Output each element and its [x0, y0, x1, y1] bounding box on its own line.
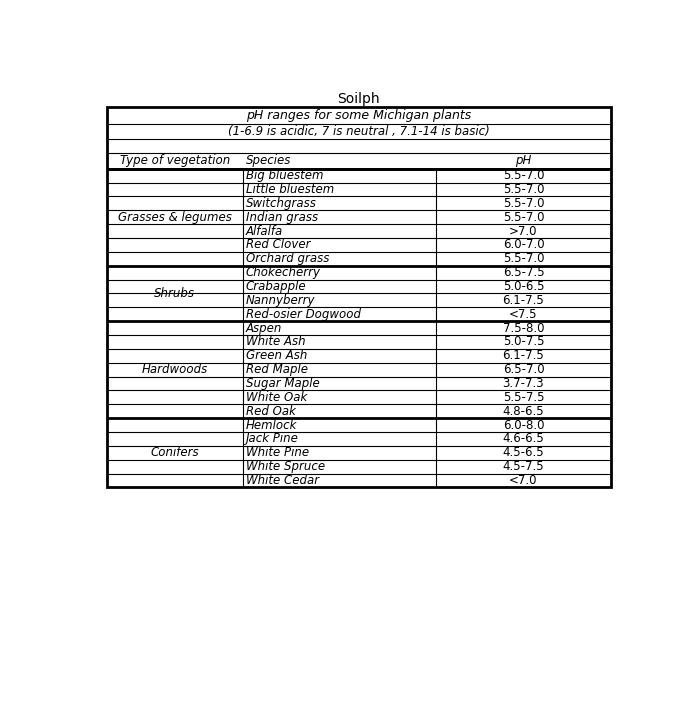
Text: 5.5-7.0: 5.5-7.0 [503, 252, 544, 265]
Text: Species: Species [246, 155, 291, 168]
Text: Indian grass: Indian grass [246, 211, 318, 224]
Text: 6.1-7.5: 6.1-7.5 [503, 294, 545, 307]
Text: 6.0-8.0: 6.0-8.0 [503, 418, 544, 431]
Text: 6.5-7.0: 6.5-7.0 [503, 363, 545, 376]
Text: 6.1-7.5: 6.1-7.5 [503, 349, 545, 362]
Text: 6.5-7.5: 6.5-7.5 [503, 266, 545, 279]
Text: Jack Pine: Jack Pine [246, 432, 298, 446]
Text: Shrubs: Shrubs [154, 287, 195, 300]
Text: 6.0-7.0: 6.0-7.0 [503, 239, 545, 252]
Text: >7.0: >7.0 [509, 224, 538, 237]
Text: Grasses & legumes: Grasses & legumes [118, 211, 232, 224]
Text: pH: pH [515, 155, 531, 168]
Text: White Cedar: White Cedar [246, 474, 318, 487]
Text: <7.0: <7.0 [509, 474, 538, 487]
Text: Little bluestem: Little bluestem [246, 183, 334, 196]
Text: Alfalfa: Alfalfa [246, 224, 283, 237]
Text: 5.0-6.5: 5.0-6.5 [503, 280, 544, 293]
Bar [107, 107, 610, 487]
Text: Aspen: Aspen [246, 321, 282, 334]
Text: Nannyberry: Nannyberry [246, 294, 315, 307]
Text: 5.5-7.0: 5.5-7.0 [503, 197, 544, 210]
Text: Green Ash: Green Ash [246, 349, 307, 362]
Text: White Spruce: White Spruce [246, 460, 325, 473]
Text: 5.5-7.0: 5.5-7.0 [503, 183, 544, 196]
Text: 5.5-7.5: 5.5-7.5 [503, 391, 544, 404]
Text: White Oak: White Oak [246, 391, 307, 404]
Text: Red Clover: Red Clover [246, 239, 310, 252]
Text: Hemlock: Hemlock [246, 418, 297, 431]
Text: Orchard grass: Orchard grass [246, 252, 329, 265]
Text: 4.5-7.5: 4.5-7.5 [503, 460, 545, 473]
Text: 5.5-7.0: 5.5-7.0 [503, 169, 544, 182]
Text: White Pine: White Pine [246, 446, 309, 459]
Text: Big bluestem: Big bluestem [246, 169, 323, 182]
Text: 4.6-6.5: 4.6-6.5 [503, 432, 545, 446]
Text: Switchgrass: Switchgrass [246, 197, 316, 210]
Text: Crabapple: Crabapple [246, 280, 306, 293]
Text: Red Maple: Red Maple [246, 363, 307, 376]
Text: Red Oak: Red Oak [246, 405, 295, 418]
Text: 4.8-6.5: 4.8-6.5 [503, 405, 545, 418]
Text: 4.5-6.5: 4.5-6.5 [503, 446, 545, 459]
Text: Type of vegetation: Type of vegetation [120, 155, 230, 168]
Text: Conifers: Conifers [150, 446, 199, 459]
Text: 7.5-8.0: 7.5-8.0 [503, 321, 544, 334]
Text: pH ranges for some Michigan plants: pH ranges for some Michigan plants [246, 109, 471, 122]
Text: Soilph: Soilph [337, 91, 380, 106]
Text: 3.7-7.3: 3.7-7.3 [503, 377, 545, 390]
Text: 5.5-7.0: 5.5-7.0 [503, 211, 544, 224]
Text: (1-6.9 is acidic, 7 is neutral , 7.1-14 is basic): (1-6.9 is acidic, 7 is neutral , 7.1-14 … [228, 125, 489, 138]
Text: Red-osier Dogwood: Red-osier Dogwood [246, 308, 360, 321]
Text: Sugar Maple: Sugar Maple [246, 377, 319, 390]
Text: <7.5: <7.5 [509, 308, 538, 321]
Text: Chokecherry: Chokecherry [246, 266, 321, 279]
Text: 5.0-7.5: 5.0-7.5 [503, 336, 544, 349]
Text: Hardwoods: Hardwoods [141, 363, 208, 376]
Text: White Ash: White Ash [246, 336, 305, 349]
